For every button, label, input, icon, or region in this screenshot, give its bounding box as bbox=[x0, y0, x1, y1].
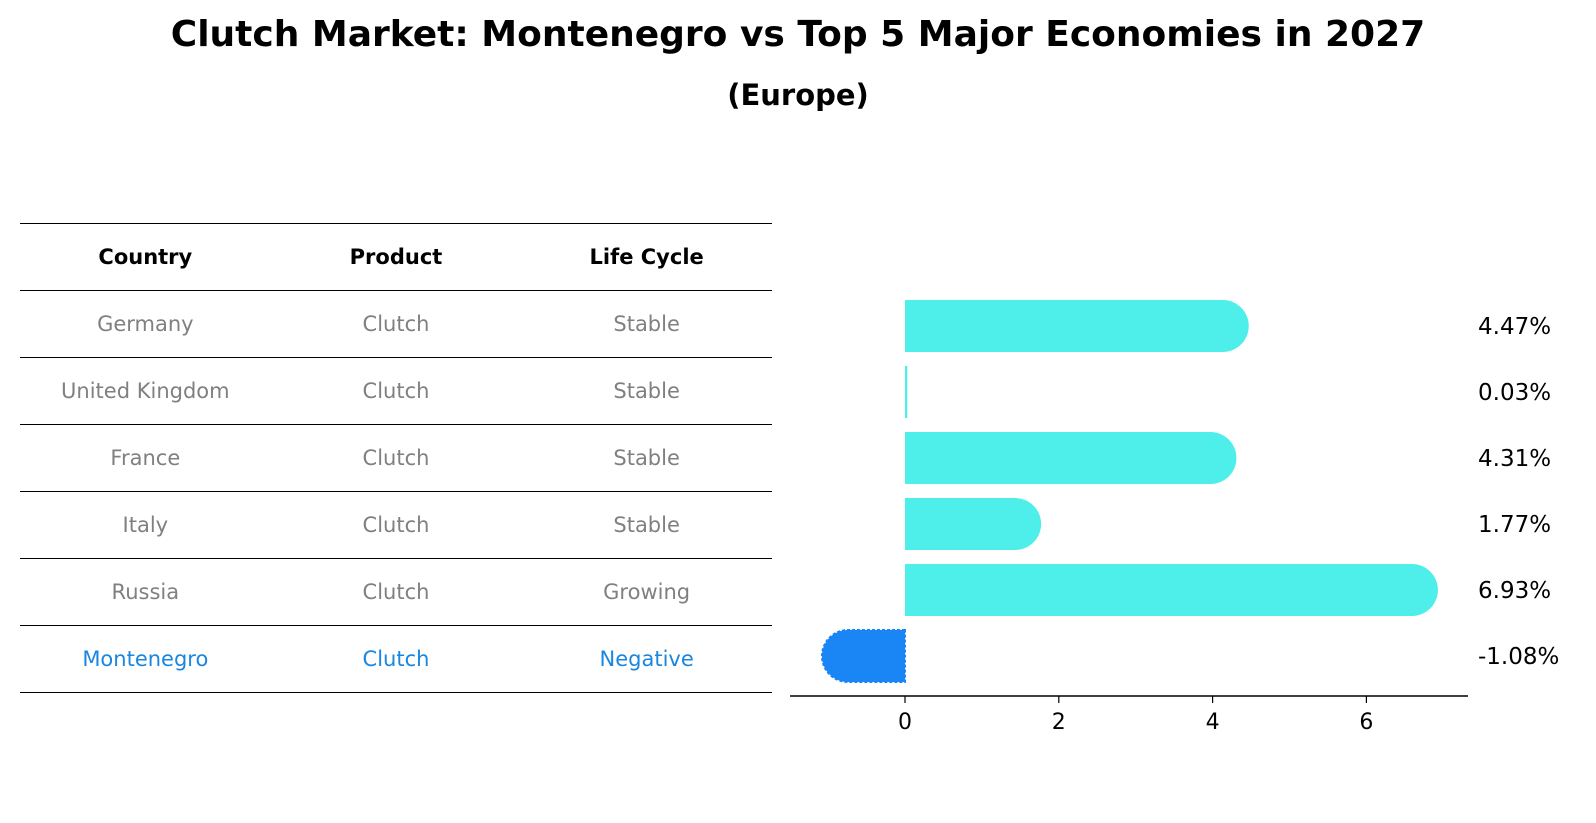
x-tick-label: 4 bbox=[1206, 710, 1220, 735]
cell-product: Clutch bbox=[362, 312, 430, 336]
bar bbox=[820, 629, 906, 683]
bar bbox=[905, 498, 1042, 550]
cell-life-cycle: Stable bbox=[613, 446, 680, 470]
table-row: France Clutch Stable bbox=[20, 424, 772, 491]
bar bbox=[905, 300, 1249, 352]
table-row: Russia Clutch Growing bbox=[20, 558, 772, 625]
cell-life-cycle: Stable bbox=[613, 379, 680, 403]
header-product: Product bbox=[349, 245, 443, 269]
chart-subtitle: (Europe) bbox=[727, 78, 869, 112]
bar bbox=[905, 432, 1237, 484]
cell-country: Italy bbox=[122, 513, 169, 537]
table-row: Germany Clutch Stable bbox=[20, 290, 772, 357]
value-label: 0.03% bbox=[1478, 380, 1551, 406]
value-label: 1.77% bbox=[1478, 512, 1551, 538]
x-tick-label: 0 bbox=[898, 710, 912, 735]
bar bbox=[905, 564, 1438, 616]
header-country: Country bbox=[98, 245, 193, 269]
table-row: Italy Clutch Stable bbox=[20, 491, 772, 558]
table-row-highlight: Montenegro Clutch Negative bbox=[20, 625, 772, 693]
header-life-cycle: Life Cycle bbox=[589, 245, 704, 269]
value-label: 4.47% bbox=[1478, 314, 1551, 340]
cell-life-cycle: Stable bbox=[613, 513, 680, 537]
cell-country: Germany bbox=[97, 312, 194, 336]
cell-product: Clutch bbox=[362, 379, 430, 403]
table-header-row: Country Product Life Cycle bbox=[20, 223, 772, 290]
data-table: Country Product Life Cycle Germany Clutc… bbox=[20, 223, 772, 693]
x-tick-label: 6 bbox=[1359, 710, 1373, 735]
cell-country: United Kingdom bbox=[61, 379, 230, 403]
cell-product: Clutch bbox=[362, 446, 430, 470]
cell-country: France bbox=[110, 446, 181, 470]
chart-title: Clutch Market: Montenegro vs Top 5 Major… bbox=[170, 14, 1426, 55]
cell-life-cycle: Negative bbox=[599, 647, 694, 671]
cell-life-cycle: Stable bbox=[613, 312, 680, 336]
x-tick-label: 2 bbox=[1052, 710, 1066, 735]
cell-product: Clutch bbox=[362, 513, 430, 537]
cell-country: Russia bbox=[111, 580, 180, 604]
cell-country: Montenegro bbox=[82, 647, 209, 671]
value-label: 4.31% bbox=[1478, 446, 1551, 472]
bar bbox=[905, 366, 908, 418]
value-label: -1.08% bbox=[1478, 644, 1559, 670]
value-label: 6.93% bbox=[1478, 578, 1551, 604]
cell-product: Clutch bbox=[362, 647, 430, 671]
cell-product: Clutch bbox=[362, 580, 430, 604]
table-row: United Kingdom Clutch Stable bbox=[20, 357, 772, 424]
cell-life-cycle: Growing bbox=[603, 580, 691, 604]
